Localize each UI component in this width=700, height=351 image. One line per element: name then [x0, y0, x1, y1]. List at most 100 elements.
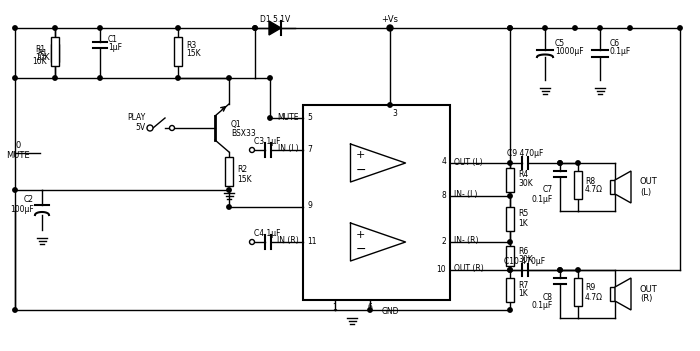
- Circle shape: [508, 194, 512, 198]
- Text: 6: 6: [368, 303, 372, 311]
- Text: 1: 1: [332, 303, 337, 311]
- Circle shape: [13, 76, 18, 80]
- Text: C1: C1: [108, 35, 118, 45]
- Text: C7: C7: [543, 185, 553, 194]
- Circle shape: [508, 268, 512, 272]
- Circle shape: [169, 126, 174, 131]
- Text: Q1: Q1: [231, 119, 241, 128]
- Text: R2: R2: [237, 166, 247, 174]
- Bar: [610, 180, 615, 194]
- Circle shape: [227, 76, 231, 80]
- Text: R1: R1: [37, 49, 47, 59]
- Text: R9: R9: [585, 284, 595, 292]
- Text: 1μF: 1μF: [108, 44, 122, 53]
- Text: OUT: OUT: [640, 285, 658, 293]
- Circle shape: [13, 26, 18, 30]
- Text: PLAY: PLAY: [127, 113, 145, 122]
- Text: 4.7Ω: 4.7Ω: [585, 185, 603, 194]
- Circle shape: [576, 161, 580, 165]
- Circle shape: [388, 26, 392, 30]
- Text: IN- (L): IN- (L): [454, 191, 477, 199]
- Bar: [506, 246, 514, 266]
- Circle shape: [558, 268, 562, 272]
- Circle shape: [147, 125, 153, 131]
- Text: C5: C5: [555, 39, 565, 47]
- Circle shape: [508, 268, 512, 272]
- Text: R1: R1: [35, 45, 45, 53]
- Text: 4: 4: [441, 158, 446, 166]
- Circle shape: [388, 103, 392, 107]
- Text: 30K: 30K: [518, 256, 533, 265]
- Text: C9 470μF: C9 470μF: [507, 150, 543, 159]
- Circle shape: [249, 147, 255, 152]
- Circle shape: [98, 26, 102, 30]
- Text: IN (R): IN (R): [277, 237, 299, 245]
- Circle shape: [268, 116, 272, 120]
- Text: 4.7Ω: 4.7Ω: [585, 292, 603, 302]
- Text: 15K: 15K: [237, 174, 251, 184]
- Circle shape: [388, 26, 392, 30]
- Text: +: +: [356, 151, 365, 160]
- Text: 0: 0: [15, 141, 20, 151]
- Bar: [610, 287, 615, 301]
- Text: R6: R6: [518, 246, 528, 256]
- Text: R8: R8: [585, 177, 595, 185]
- Circle shape: [253, 26, 257, 30]
- Text: GND: GND: [382, 307, 400, 317]
- Text: 10K: 10K: [32, 58, 47, 66]
- Text: 2: 2: [441, 237, 446, 245]
- Circle shape: [249, 239, 255, 245]
- Text: 30K: 30K: [518, 179, 533, 188]
- Text: 0.1μF: 0.1μF: [610, 47, 631, 57]
- Circle shape: [253, 26, 257, 30]
- Circle shape: [176, 26, 180, 30]
- Bar: [506, 167, 514, 192]
- Text: OUT (L): OUT (L): [454, 158, 482, 166]
- Text: 15K: 15K: [186, 48, 201, 58]
- Text: 10K: 10K: [35, 53, 50, 62]
- Circle shape: [573, 26, 577, 30]
- Text: 1K: 1K: [518, 290, 528, 298]
- Circle shape: [387, 25, 393, 31]
- Text: OUT: OUT: [640, 178, 658, 186]
- Text: R7: R7: [518, 280, 528, 290]
- Polygon shape: [615, 171, 631, 203]
- Text: 9: 9: [307, 201, 312, 211]
- Circle shape: [52, 76, 57, 80]
- Circle shape: [628, 26, 632, 30]
- Circle shape: [227, 188, 231, 192]
- Text: IN (L): IN (L): [279, 145, 299, 153]
- Text: 7: 7: [307, 145, 312, 153]
- Text: 0.1μF: 0.1μF: [532, 302, 553, 311]
- Text: C3 1μF: C3 1μF: [254, 137, 281, 146]
- Circle shape: [542, 26, 547, 30]
- Text: C10 470μF: C10 470μF: [505, 257, 545, 265]
- Text: −: −: [355, 243, 365, 256]
- Text: R4: R4: [518, 170, 528, 179]
- Circle shape: [558, 268, 562, 272]
- Text: (R): (R): [640, 294, 652, 304]
- Text: C4 1μF: C4 1μF: [254, 229, 281, 238]
- Polygon shape: [615, 278, 631, 310]
- Circle shape: [52, 26, 57, 30]
- Text: C6: C6: [610, 39, 620, 47]
- Bar: [506, 207, 514, 231]
- Polygon shape: [351, 223, 405, 261]
- Text: MUTE: MUTE: [6, 152, 30, 160]
- Bar: [51, 37, 59, 66]
- Text: D1 5.1V: D1 5.1V: [260, 15, 290, 25]
- Circle shape: [98, 76, 102, 80]
- Circle shape: [368, 308, 372, 312]
- Circle shape: [508, 240, 512, 244]
- Text: R5: R5: [518, 210, 528, 219]
- Text: +: +: [356, 230, 365, 239]
- Text: C8: C8: [543, 292, 553, 302]
- Bar: [51, 44, 59, 62]
- Circle shape: [558, 161, 562, 165]
- Text: 5: 5: [307, 113, 312, 121]
- Circle shape: [13, 308, 18, 312]
- Circle shape: [268, 76, 272, 80]
- Bar: [303, 105, 450, 300]
- Polygon shape: [351, 144, 405, 182]
- Text: 1K: 1K: [518, 219, 528, 227]
